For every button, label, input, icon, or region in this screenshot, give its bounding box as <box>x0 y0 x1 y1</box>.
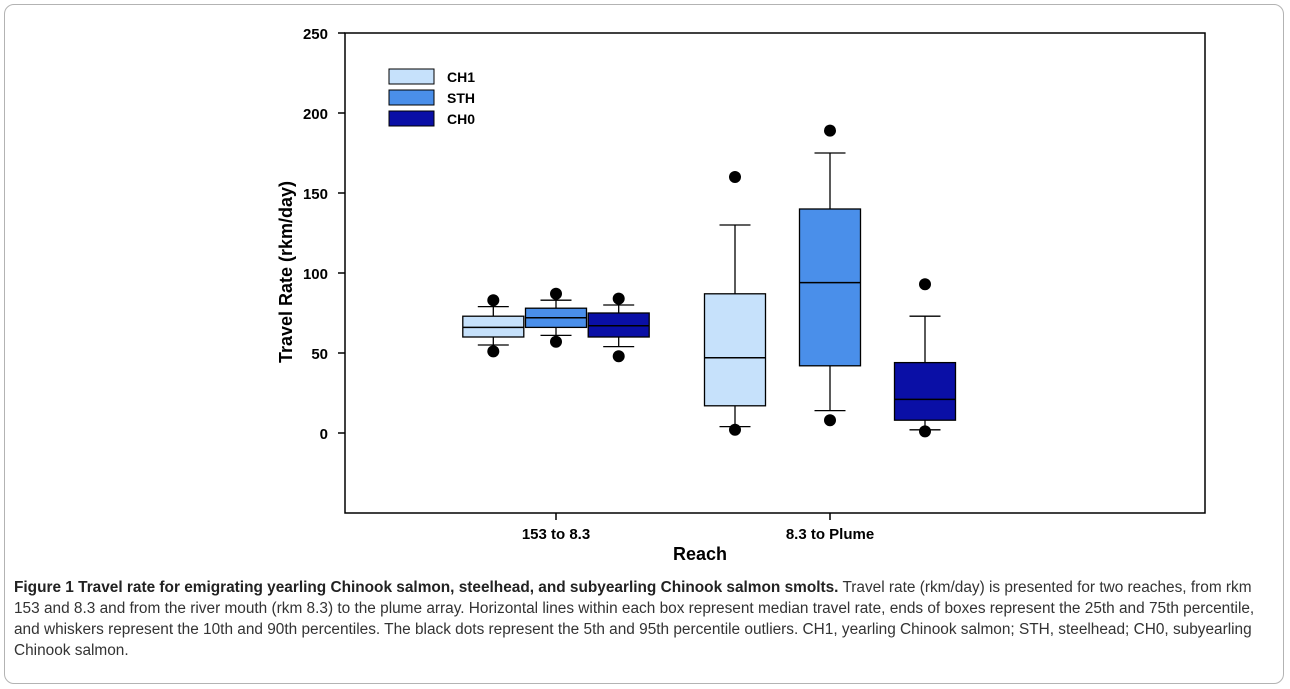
box-iqr <box>798 208 862 367</box>
outlier-5 <box>729 423 741 436</box>
box-iqr <box>587 312 650 338</box>
box-ch0-2 <box>893 278 957 438</box>
outlier-95 <box>729 171 741 183</box>
box-plot-boxes <box>462 124 957 438</box>
legend-swatch <box>388 110 435 127</box>
legend: CH1 STH CH0 <box>388 68 475 127</box>
outlier-95 <box>550 287 562 300</box>
y-tick-label: 100 <box>303 266 328 283</box>
y-tick-label: 50 <box>311 346 328 363</box>
box-ch1-2 <box>703 171 767 436</box>
legend-swatch <box>388 89 435 106</box>
legend-label: CH1 <box>447 69 475 85</box>
y-tick-label: 150 <box>303 186 328 203</box>
box-plot-chart: 0 50 100 150 200 250 153 to 8.3 8.3 to Plume C… <box>276 26 1206 564</box>
outlier-95 <box>919 278 931 291</box>
y-axis-label: Travel Rate (rkm/day) <box>276 181 296 363</box>
x-axis-label: Reach <box>673 544 727 564</box>
figure-caption: Figure 1 Travel rate for emigrating year… <box>14 577 1276 661</box>
x-tick-label: 153 to 8.3 <box>522 526 590 543</box>
outlier-95 <box>612 292 625 305</box>
outlier-5 <box>919 425 931 438</box>
outlier-5 <box>612 350 625 363</box>
y-tick-label: 0 <box>320 426 328 443</box>
caption-title: Figure 1 Travel rate for emigrating year… <box>14 579 839 596</box>
outlier-5 <box>550 335 562 348</box>
y-tick-label: 200 <box>303 106 328 123</box>
caption-text: Travel rate (rkm/day) is presented for t… <box>14 579 1255 659</box>
box-iqr <box>893 361 957 421</box>
outlier-95 <box>487 294 500 307</box>
box-iqr <box>462 315 525 338</box>
box-iqr <box>703 293 767 407</box>
box-ch1-1 <box>462 294 525 358</box>
legend-label: CH0 <box>447 111 475 127</box>
plot-area <box>344 32 1206 514</box>
x-axis-ticks: 153 to 8.3 8.3 to Plume <box>522 513 874 543</box>
outlier-5 <box>487 345 500 358</box>
legend-swatch <box>388 68 435 85</box>
y-axis-ticks: 0 50 100 150 200 250 <box>303 26 345 443</box>
outlier-95 <box>824 124 836 137</box>
box-ch0-1 <box>587 292 650 363</box>
box-sth-2 <box>798 124 862 427</box>
y-tick-label: 250 <box>303 26 328 43</box>
legend-label: STH <box>447 90 475 106</box>
outlier-5 <box>824 414 836 427</box>
box-sth-1 <box>524 287 588 348</box>
x-tick-label: 8.3 to Plume <box>786 526 874 543</box>
figure-frame <box>4 4 1284 684</box>
